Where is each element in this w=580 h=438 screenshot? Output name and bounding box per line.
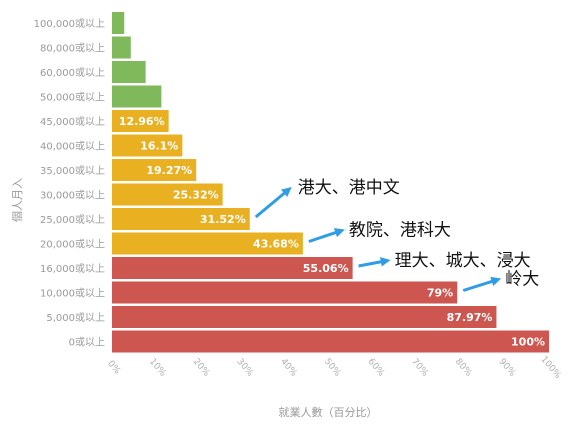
bar-data-label: 25.32% [173, 189, 219, 202]
bar [112, 257, 353, 279]
bar [112, 232, 303, 255]
bars-group: 12.96% 16.1% 19.27% 25.32% 31.52% 43.68% 55.06… [112, 12, 549, 353]
annotation-label: 港大、港中文 [298, 178, 400, 198]
bar-data-label: 12.96% [119, 115, 165, 128]
y-tick-labels: 100,000或以上 80,000或以上 60,000或以上 50,000或以上 45,… [34, 18, 105, 349]
x-tick-label: 60% [365, 357, 386, 379]
x-tick-label: 90% [497, 357, 518, 379]
bar [112, 134, 183, 157]
bar [112, 330, 549, 353]
bar-data-label: 43.68% [253, 238, 299, 251]
bar [112, 36, 131, 59]
annotation-label: 岭大 [505, 270, 539, 290]
x-tick-label: 0% [105, 359, 122, 377]
bar [112, 281, 458, 304]
bar-data-label: 19.27% [146, 164, 192, 177]
bar [112, 159, 197, 181]
y-tick-label: 10,000或以上 [40, 288, 105, 300]
annotation-arrow [308, 230, 337, 243]
x-tick-label: 70% [409, 357, 430, 379]
bar [112, 110, 169, 132]
y-tick-label: 0或以上 [69, 337, 105, 349]
x-tick-label: 100% [538, 355, 562, 381]
bar-data-label: 16.1% [140, 140, 178, 153]
x-tick-label: 30% [234, 357, 255, 379]
bar [112, 183, 223, 206]
bar [112, 61, 146, 83]
y-tick-label: 35,000或以上 [40, 165, 105, 177]
y-tick-label: 100,000或以上 [34, 18, 105, 30]
bar [112, 306, 497, 328]
annotation-arrowhead [281, 187, 292, 198]
bar [112, 12, 125, 34]
x-tick-label: 40% [278, 357, 299, 379]
y-tick-label: 40,000或以上 [40, 141, 105, 153]
annotation-label: 理大、城大、浸大 [395, 251, 531, 271]
annotation-arrowhead [379, 257, 391, 267]
annotation-arrow [462, 279, 494, 292]
x-tick-label: 20% [191, 357, 212, 379]
y-tick-label: 20,000或以上 [40, 239, 105, 251]
annotation-arrowhead [490, 276, 502, 287]
x-axis-title: 就業人數（百分比） [279, 405, 378, 419]
y-tick-label: 80,000或以上 [40, 43, 105, 55]
bar-data-label: 31.52% [200, 213, 246, 226]
x-tick-label: 50% [322, 357, 343, 379]
annotation-arrow [254, 191, 286, 219]
bar [112, 85, 162, 108]
bar [112, 208, 250, 230]
bar-data-label: 100% [511, 336, 545, 349]
bar-data-label: 87.97% [447, 311, 493, 324]
y-tick-label: 5,000或以上 [46, 312, 105, 324]
y-tick-label: 45,000或以上 [40, 116, 105, 128]
bar-data-label: 79% [427, 287, 453, 300]
y-axis-title: 個人月入 [11, 178, 24, 222]
annotation-label: 教院、港科大 [349, 221, 451, 241]
annotation-arrow [358, 260, 383, 268]
y-tick-label: 30,000或以上 [40, 190, 105, 202]
x-tick-labels: 0% 10% 20% 30% 40% 50% 60% 70% 80% 90% 100% [105, 355, 563, 381]
annotation-arrowhead [333, 228, 345, 238]
y-tick-label: 60,000或以上 [40, 67, 105, 79]
y-tick-label: 16,000或以上 [40, 263, 105, 275]
y-tick-label: 25,000或以上 [40, 214, 105, 226]
x-tick-label: 80% [453, 357, 474, 379]
y-tick-label: 50,000或以上 [40, 92, 105, 104]
x-tick-label: 10% [147, 357, 168, 379]
bar-data-label: 55.06% [303, 262, 349, 275]
